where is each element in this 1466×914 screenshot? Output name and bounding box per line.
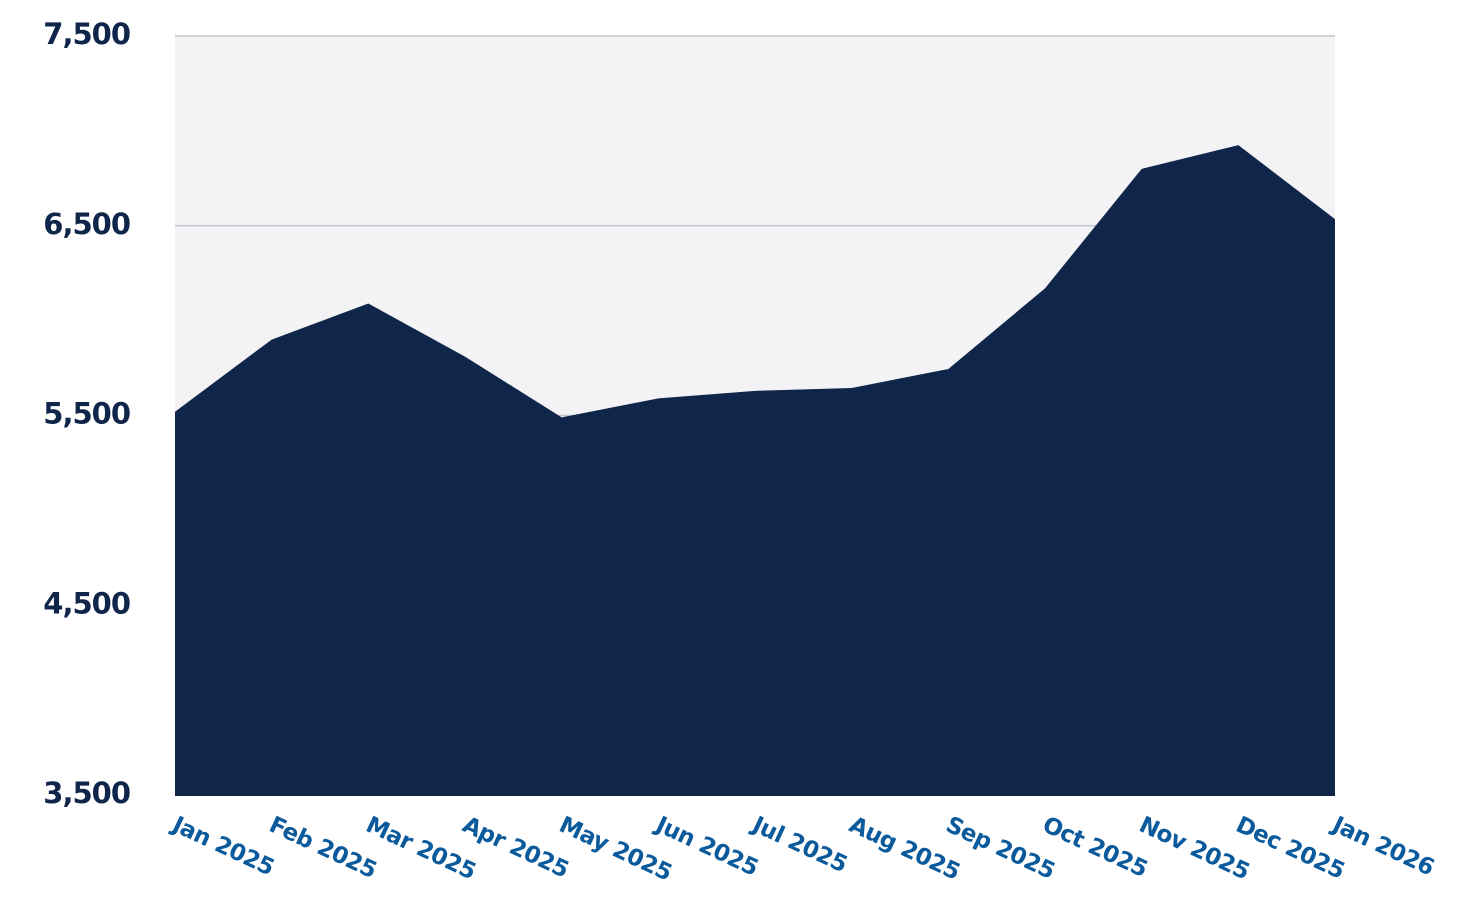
y-tick-label: 3,500 [43, 776, 130, 810]
y-tick-label: 5,500 [43, 397, 130, 431]
x-tick-label: Sep 2025 [942, 812, 1059, 885]
x-tick-label: Nov 2025 [1135, 812, 1253, 885]
x-tick-label: Feb 2025 [265, 812, 380, 884]
area [175, 145, 1335, 795]
x-tick-label: Mar 2025 [362, 812, 480, 885]
y-tick-label: 7,500 [43, 17, 130, 51]
x-tick-label: Oct 2025 [1038, 812, 1151, 883]
x-tick-label: Jul 2025 [747, 811, 851, 878]
y-tick-label: 4,500 [43, 586, 130, 620]
y-tick-label: 6,500 [43, 207, 130, 241]
x-tick-label: Dec 2025 [1232, 812, 1348, 885]
x-tick-label: Jan 2025 [167, 811, 278, 881]
x-tick-label: Apr 2025 [458, 812, 572, 884]
x-tick-label: Aug 2025 [845, 812, 964, 886]
